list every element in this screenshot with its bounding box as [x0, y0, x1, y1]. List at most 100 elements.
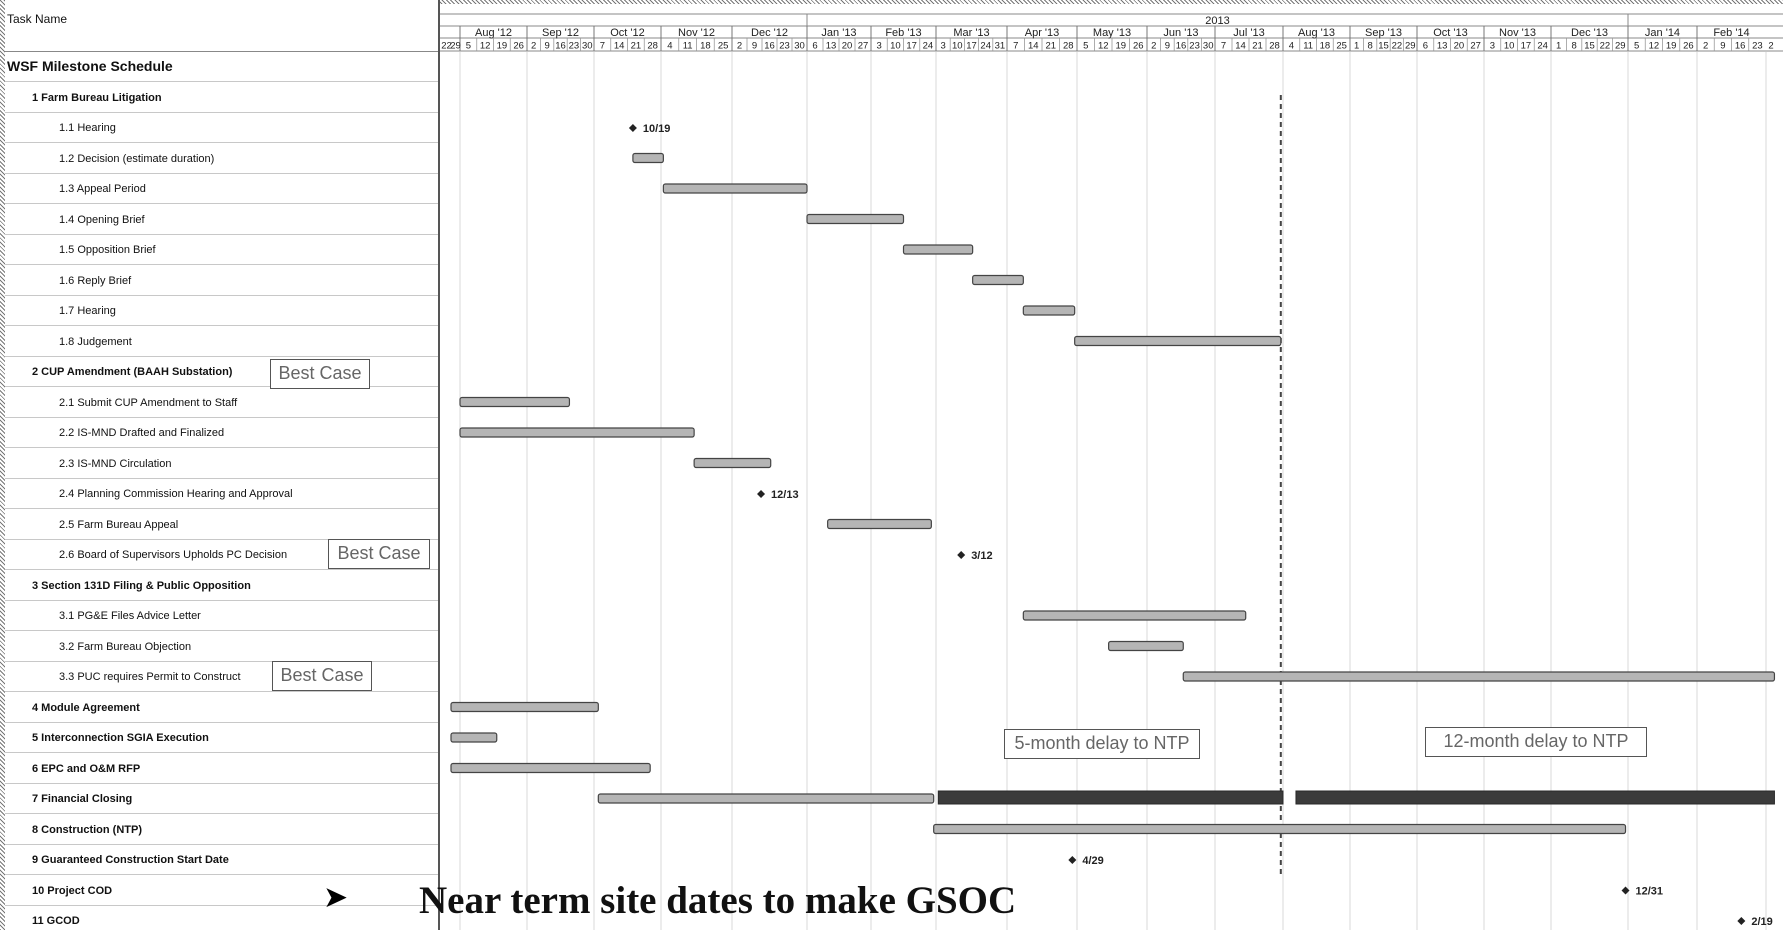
task-bar[interactable] — [1182, 671, 1776, 682]
milestone-date-label: 12/13 — [771, 489, 799, 501]
week-label: 28 — [647, 41, 658, 52]
task-bar[interactable] — [902, 244, 974, 255]
task-row[interactable]: 1 Farm Bureau Litigation — [5, 83, 438, 113]
task-row[interactable]: 1.1 Hearing — [5, 113, 438, 143]
milestone-diamond-icon[interactable] — [757, 490, 766, 498]
task-row[interactable]: 9 Guaranteed Construction Start Date — [5, 845, 438, 875]
milestone-diamond-icon[interactable] — [1737, 917, 1746, 925]
week-label: 20 — [842, 41, 853, 52]
task-row[interactable]: 3.2 Farm Bureau Objection — [5, 632, 438, 662]
panel-divider[interactable] — [438, 0, 440, 930]
task-row[interactable]: 2.6 Board of Supervisors Upholds PC Deci… — [5, 540, 438, 570]
task-row[interactable]: 1.7 Hearing — [5, 296, 438, 326]
task-row[interactable]: 8 Construction (NTP) — [5, 815, 438, 845]
week-label: 23 — [1189, 41, 1200, 52]
week-label: 16 — [555, 41, 566, 52]
timeline-panel: 2013 Aug '12 5 12 19 26 Sep '12 2 9 16 23 30 Oct '12… — [440, 0, 1783, 930]
week-label: 16 — [1176, 41, 1187, 52]
task-row[interactable]: 1.2 Decision (estimate duration) — [5, 144, 438, 174]
milestone-diamond-icon[interactable] — [1621, 886, 1630, 895]
task-row[interactable]: 2 CUP Amendment (BAAH Substation) — [5, 357, 438, 387]
task-column-header[interactable]: Task Name — [5, 4, 438, 52]
task-row[interactable]: 5 Interconnection SGIA Execution — [5, 723, 438, 753]
task-bar[interactable] — [806, 213, 905, 225]
task-name: 1.3 Appeal Period — [59, 183, 146, 195]
task-name: 11 GCOD — [32, 915, 80, 927]
task-row[interactable]: 10 Project COD — [5, 876, 438, 906]
task-name: 1.1 Hearing — [59, 122, 116, 134]
task-bar[interactable] — [1022, 305, 1076, 316]
task-row[interactable]: 1.5 Opposition Brief — [5, 235, 438, 265]
week-label: 9 — [544, 41, 549, 52]
task-row[interactable]: 7 Financial Closing — [5, 784, 438, 814]
week-label: 6 — [1423, 41, 1428, 52]
task-name: 1.5 Opposition Brief — [59, 244, 156, 256]
task-row[interactable]: 3 Section 131D Filing & Public Oppositio… — [5, 571, 438, 601]
task-name: 6 EPC and O&M RFP — [32, 762, 141, 775]
task-row[interactable]: 3.1 PG&E Files Advice Letter — [5, 601, 438, 631]
task-row[interactable]: 2.3 IS-MND Circulation — [5, 449, 438, 479]
month-label: Aug '12 — [475, 27, 512, 39]
task-bar[interactable] — [450, 762, 651, 774]
month-label: Jan '13 — [821, 27, 856, 39]
task-row[interactable]: 2.5 Farm Bureau Appeal — [5, 510, 438, 540]
task-name: 2.2 IS-MND Drafted and Finalized — [59, 427, 225, 439]
week-label: 26 — [1133, 41, 1144, 52]
task-bar[interactable] — [693, 457, 772, 469]
task-bar[interactable] — [1022, 610, 1247, 621]
week-label: 16 — [1735, 41, 1746, 52]
milestone-diamond-icon[interactable] — [1068, 856, 1077, 864]
week-label: 6 — [812, 41, 817, 52]
delay-bar[interactable] — [937, 790, 1284, 805]
task-bar[interactable] — [459, 396, 571, 408]
task-row[interactable]: 3.3 PUC requires Permit to Construct — [5, 662, 438, 692]
task-row[interactable]: 11 GCOD — [5, 906, 438, 930]
best-case-callout-puc: Best Case — [272, 661, 372, 691]
task-name: 4 Module Agreement — [32, 701, 140, 714]
week-label: 24 — [1537, 41, 1548, 52]
arrow-bullet-icon: ➤ — [323, 881, 349, 914]
task-row[interactable]: 4 Module Agreement — [5, 693, 438, 723]
milestone-diamond-icon[interactable] — [957, 551, 966, 559]
week-label: 21 — [631, 41, 642, 52]
task-row[interactable]: 1.6 Reply Brief — [5, 266, 438, 296]
task-row[interactable]: 6 EPC and O&M RFP — [5, 754, 438, 784]
task-bar[interactable] — [1074, 335, 1282, 347]
week-label: 10 — [890, 41, 901, 52]
month-label: Dec '13 — [1571, 27, 1608, 39]
task-bar[interactable] — [597, 793, 935, 804]
task-bar[interactable] — [662, 183, 808, 194]
task-bar[interactable] — [827, 518, 932, 530]
task-row[interactable]: WSF Milestone Schedule — [5, 52, 438, 82]
task-row[interactable]: 1.4 Opening Brief — [5, 205, 438, 235]
week-label: 5 — [466, 41, 471, 52]
task-row[interactable]: 1.8 Judgement — [5, 327, 438, 357]
milestone-diamond-icon[interactable] — [628, 124, 637, 132]
week-label: 12 — [1649, 41, 1660, 52]
task-row[interactable]: 2.4 Planning Commission Hearing and Appr… — [5, 479, 438, 509]
task-row[interactable]: 2.2 IS-MND Drafted and Finalized — [5, 418, 438, 448]
task-bar[interactable] — [1108, 640, 1184, 652]
task-row[interactable]: 2.1 Submit CUP Amendment to Staff — [5, 388, 438, 418]
task-bar[interactable] — [450, 732, 498, 743]
month-label: Feb '13 — [885, 27, 921, 39]
week-label: 30 — [794, 41, 805, 52]
task-bar[interactable] — [459, 427, 695, 438]
task-bar[interactable] — [450, 701, 599, 713]
milestone-date-label: 4/29 — [1082, 855, 1103, 867]
task-bar[interactable] — [632, 152, 664, 164]
task-name: 1 Farm Bureau Litigation — [32, 91, 162, 104]
task-name: WSF Milestone Schedule — [7, 58, 173, 74]
task-bar[interactable] — [972, 274, 1024, 286]
task-row[interactable]: 1.3 Appeal Period — [5, 174, 438, 204]
top-border — [0, 0, 1783, 4]
week-label: 11 — [1303, 41, 1313, 52]
week-label: 26 — [513, 41, 524, 52]
week-label: 2 — [1151, 41, 1156, 52]
task-bar[interactable] — [933, 823, 1627, 835]
week-label: 27 — [858, 41, 869, 52]
delay-bar[interactable] — [1295, 790, 1775, 805]
month-label: Sep '13 — [1365, 27, 1402, 39]
week-label: 22 — [441, 41, 452, 52]
